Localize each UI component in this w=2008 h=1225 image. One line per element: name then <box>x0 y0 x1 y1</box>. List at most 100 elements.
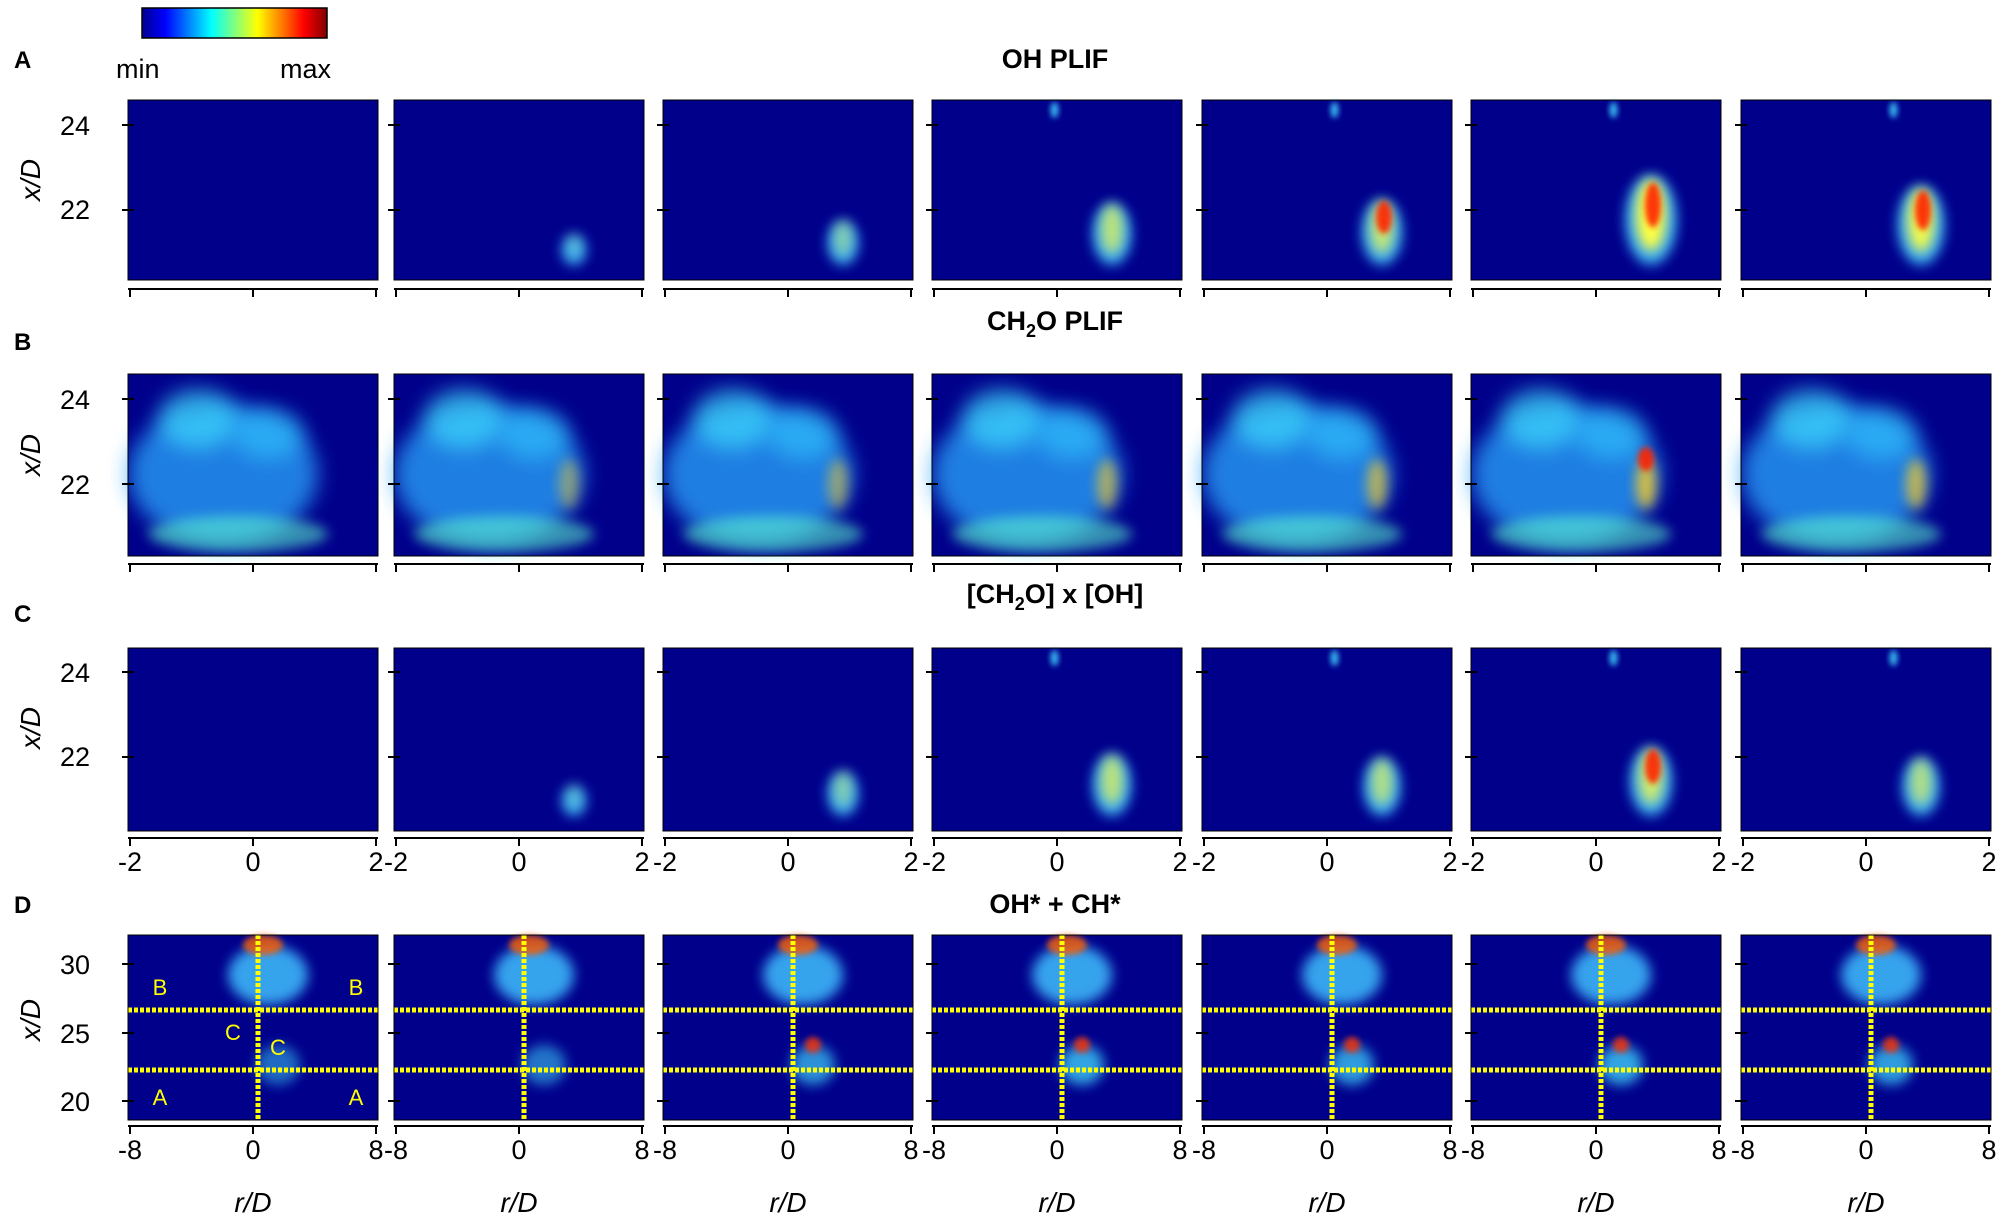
ch2o-base <box>683 516 863 552</box>
panel-frame <box>931 99 1183 281</box>
ch2o-hotspot <box>1906 459 1926 509</box>
panel-r3-c7 <box>1735 647 1992 832</box>
panel-frame <box>127 373 379 557</box>
flame-core <box>567 232 581 257</box>
ch2o-cloud <box>424 389 504 449</box>
ytick-a-22: 22 <box>60 195 90 225</box>
x-tick-label: 2 <box>1981 847 1996 877</box>
flame-core <box>1910 758 1932 806</box>
panel-r1-c1 <box>122 99 379 281</box>
panel-background <box>128 100 378 280</box>
row-letter-b: B <box>14 329 31 356</box>
panel-frame <box>1470 647 1722 832</box>
x-tick-label: 2 <box>634 847 649 877</box>
panel-frame <box>662 373 914 557</box>
region-label: B <box>349 975 364 1000</box>
region-label: B <box>153 975 168 1000</box>
ylabel-row-b: x/D <box>15 434 46 478</box>
flame-tip <box>1050 102 1059 118</box>
panel-background <box>1471 648 1721 831</box>
chemi-peak <box>805 1037 821 1053</box>
x-tick-label: 0 <box>780 847 795 877</box>
row-letter-d: D <box>14 892 31 919</box>
ch2o-hotspot <box>1097 459 1117 509</box>
x-tick-label: 0 <box>1319 1135 1334 1165</box>
panel-background <box>1741 100 1991 280</box>
chemi-blob <box>1330 1045 1374 1085</box>
x-tick-label: 2 <box>1442 847 1457 877</box>
panel-r2-c6 <box>1465 373 1722 557</box>
ch2o-base <box>414 516 594 552</box>
panel-frame <box>931 934 1183 1121</box>
x-axes: -2 0 2 -8 0 8 r/D -2 0 2 -8 0 8 r/D -2 0 2 -8 0 8 r/D -2 0 2 -8 0… <box>118 288 1997 1218</box>
ch2o-hotspot <box>559 459 579 509</box>
panel-r4-c6 <box>1465 934 1722 1121</box>
flame-core <box>567 783 581 808</box>
panel-background <box>1741 648 1991 831</box>
panel-frame <box>931 647 1183 832</box>
panel-frame <box>393 373 645 557</box>
flame-tip <box>1889 650 1898 666</box>
row-letter-a: A <box>14 47 31 74</box>
panel-r2-c7 <box>1735 373 1992 557</box>
x-tick-label: 2 <box>368 847 383 877</box>
ch2o-cloud <box>768 409 838 459</box>
ch2o-cloud <box>158 389 238 449</box>
chemi-blob <box>228 945 308 1005</box>
x-tick-label: 0 <box>1588 1135 1603 1165</box>
chemi-blob <box>1869 1045 1913 1085</box>
colorbar-max-label: max <box>280 54 332 84</box>
flame-tip <box>1609 650 1618 666</box>
x-tick-label: 8 <box>1981 1135 1996 1165</box>
region-label: A <box>153 1085 168 1110</box>
chemi-blob <box>791 1045 835 1085</box>
panel-frame <box>393 99 645 281</box>
flame-tip <box>1889 102 1898 118</box>
x-tick-label: 8 <box>1711 1135 1726 1165</box>
panel-frame <box>127 934 379 1121</box>
ch2o-cloud <box>233 409 303 459</box>
flame-tip <box>1330 102 1339 118</box>
x-axis-label: r/D <box>1038 1187 1075 1218</box>
flame-core <box>834 770 852 807</box>
panel-r3-c5 <box>1196 647 1453 832</box>
x-tick-label: -2 <box>118 847 142 877</box>
x-tick-label: -2 <box>1192 847 1216 877</box>
panel-r1-c7 <box>1735 99 1992 281</box>
ylabel-row-c: x/D <box>15 707 46 751</box>
panel-r1-c3 <box>657 99 914 281</box>
ytick-a-24: 24 <box>60 111 90 141</box>
ytick-b-24: 24 <box>60 385 90 415</box>
x-axis-label: r/D <box>1577 1187 1614 1218</box>
x-tick-label: 8 <box>903 1135 918 1165</box>
ch2o-cloud <box>1307 409 1377 459</box>
x-axis-label: r/D <box>500 1187 537 1218</box>
x-tick-label: 0 <box>245 1135 260 1165</box>
panel-frame <box>1201 99 1453 281</box>
panel-r3-c3 <box>657 647 914 832</box>
ytick-d-20: 20 <box>60 1087 90 1117</box>
panel-frame <box>127 99 379 281</box>
flame-tip <box>1609 102 1618 118</box>
ytick-c-22: 22 <box>60 742 90 772</box>
row-letter-c: C <box>14 601 31 628</box>
ch2o-cloud <box>1771 389 1851 449</box>
x-tick-label: 0 <box>1049 847 1064 877</box>
panel-r1-c4 <box>926 99 1183 281</box>
colorbar-min-label: min <box>116 54 160 84</box>
x-tick-label: -8 <box>1461 1135 1485 1165</box>
flame-core <box>1101 755 1123 805</box>
chemi-blob <box>1571 945 1651 1005</box>
panel-r1-c5 <box>1196 99 1453 281</box>
ch2o-cloud <box>1846 409 1916 459</box>
ylabel-row-d: x/D <box>15 999 46 1043</box>
x-tick-label: 2 <box>1172 847 1187 877</box>
panel-frame <box>393 934 645 1121</box>
panel-r1-c2 <box>388 99 645 281</box>
ch2o-cloud <box>1576 409 1646 459</box>
flame-peak <box>1915 190 1931 231</box>
chemi-blob <box>494 945 574 1005</box>
panel-r3-c6 <box>1465 647 1722 832</box>
x-tick-label: -2 <box>1461 847 1485 877</box>
